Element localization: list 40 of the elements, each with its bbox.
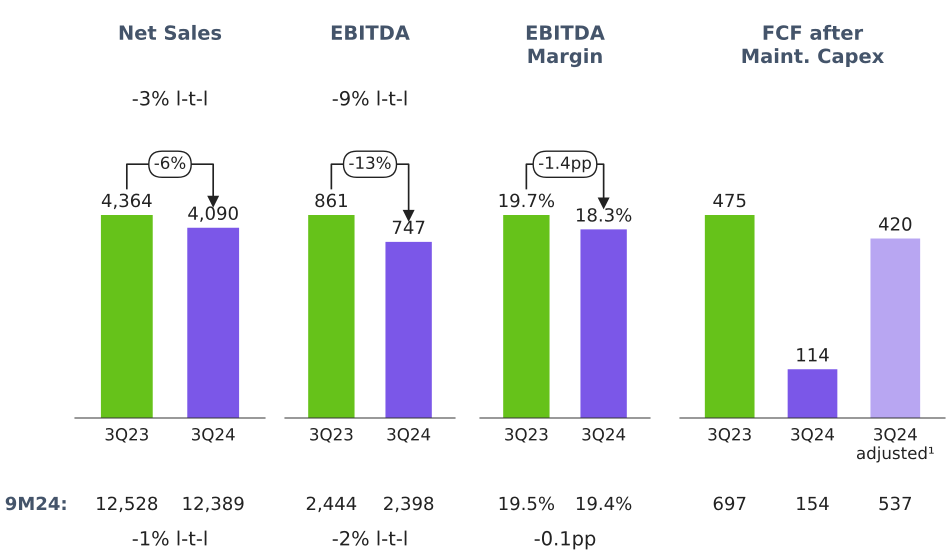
text: 19.5% (500, 496, 554, 510)
text: 9M24: (6, 496, 66, 510)
data-label: 19.7% (500, 194, 554, 208)
text: -13% (349, 156, 391, 170)
x-tick-label: 3Q23 (310, 428, 352, 443)
x-tick-label: 3Q23 (505, 428, 548, 443)
chart-title: FCF after Maint. Capex (742, 24, 884, 67)
x-tick-label: 3Q24 (192, 428, 235, 443)
x-tick-label: 3Q24 (791, 428, 834, 443)
text: -0.1pp (534, 530, 596, 550)
text: 697 (714, 496, 746, 510)
text: -1% l-t-l (132, 530, 206, 546)
text: 154 (797, 496, 829, 510)
text: -3% l-t-l (132, 90, 206, 106)
text: 12,389 (184, 496, 244, 512)
data-label: 861 (315, 194, 347, 208)
x-tick-label: 3Q24 adjusted¹ (856, 428, 934, 463)
text: -1.4pp (538, 156, 591, 172)
data-label: 4,090 (188, 206, 238, 222)
data-label: 4,364 (102, 194, 152, 210)
text: -9% l-t-l (332, 90, 406, 106)
text: 12,528 (97, 496, 158, 512)
x-tick-label: 3Q23 (106, 428, 148, 443)
data-label: 114 (797, 348, 829, 362)
data-label: 475 (713, 194, 746, 208)
chart-title: Net Sales (120, 24, 222, 40)
text: 2,444 (306, 496, 356, 512)
text: -6% (154, 156, 186, 170)
data-label: 420 (878, 217, 912, 231)
chart-title: EBITDA (332, 26, 410, 40)
data-label: 18.3% (576, 208, 632, 222)
text: 2,398 (384, 496, 434, 512)
text: 19.4% (576, 496, 632, 510)
x-tick-label: 3Q24 (582, 428, 626, 443)
text: -2% l-t-l (332, 530, 406, 546)
text: 537 (879, 496, 911, 510)
x-tick-label: 3Q24 (387, 428, 430, 443)
data-label: 747 (392, 220, 424, 234)
chart-title: EBITDA Margin (526, 26, 605, 68)
x-tick-label: 3Q23 (708, 428, 751, 443)
